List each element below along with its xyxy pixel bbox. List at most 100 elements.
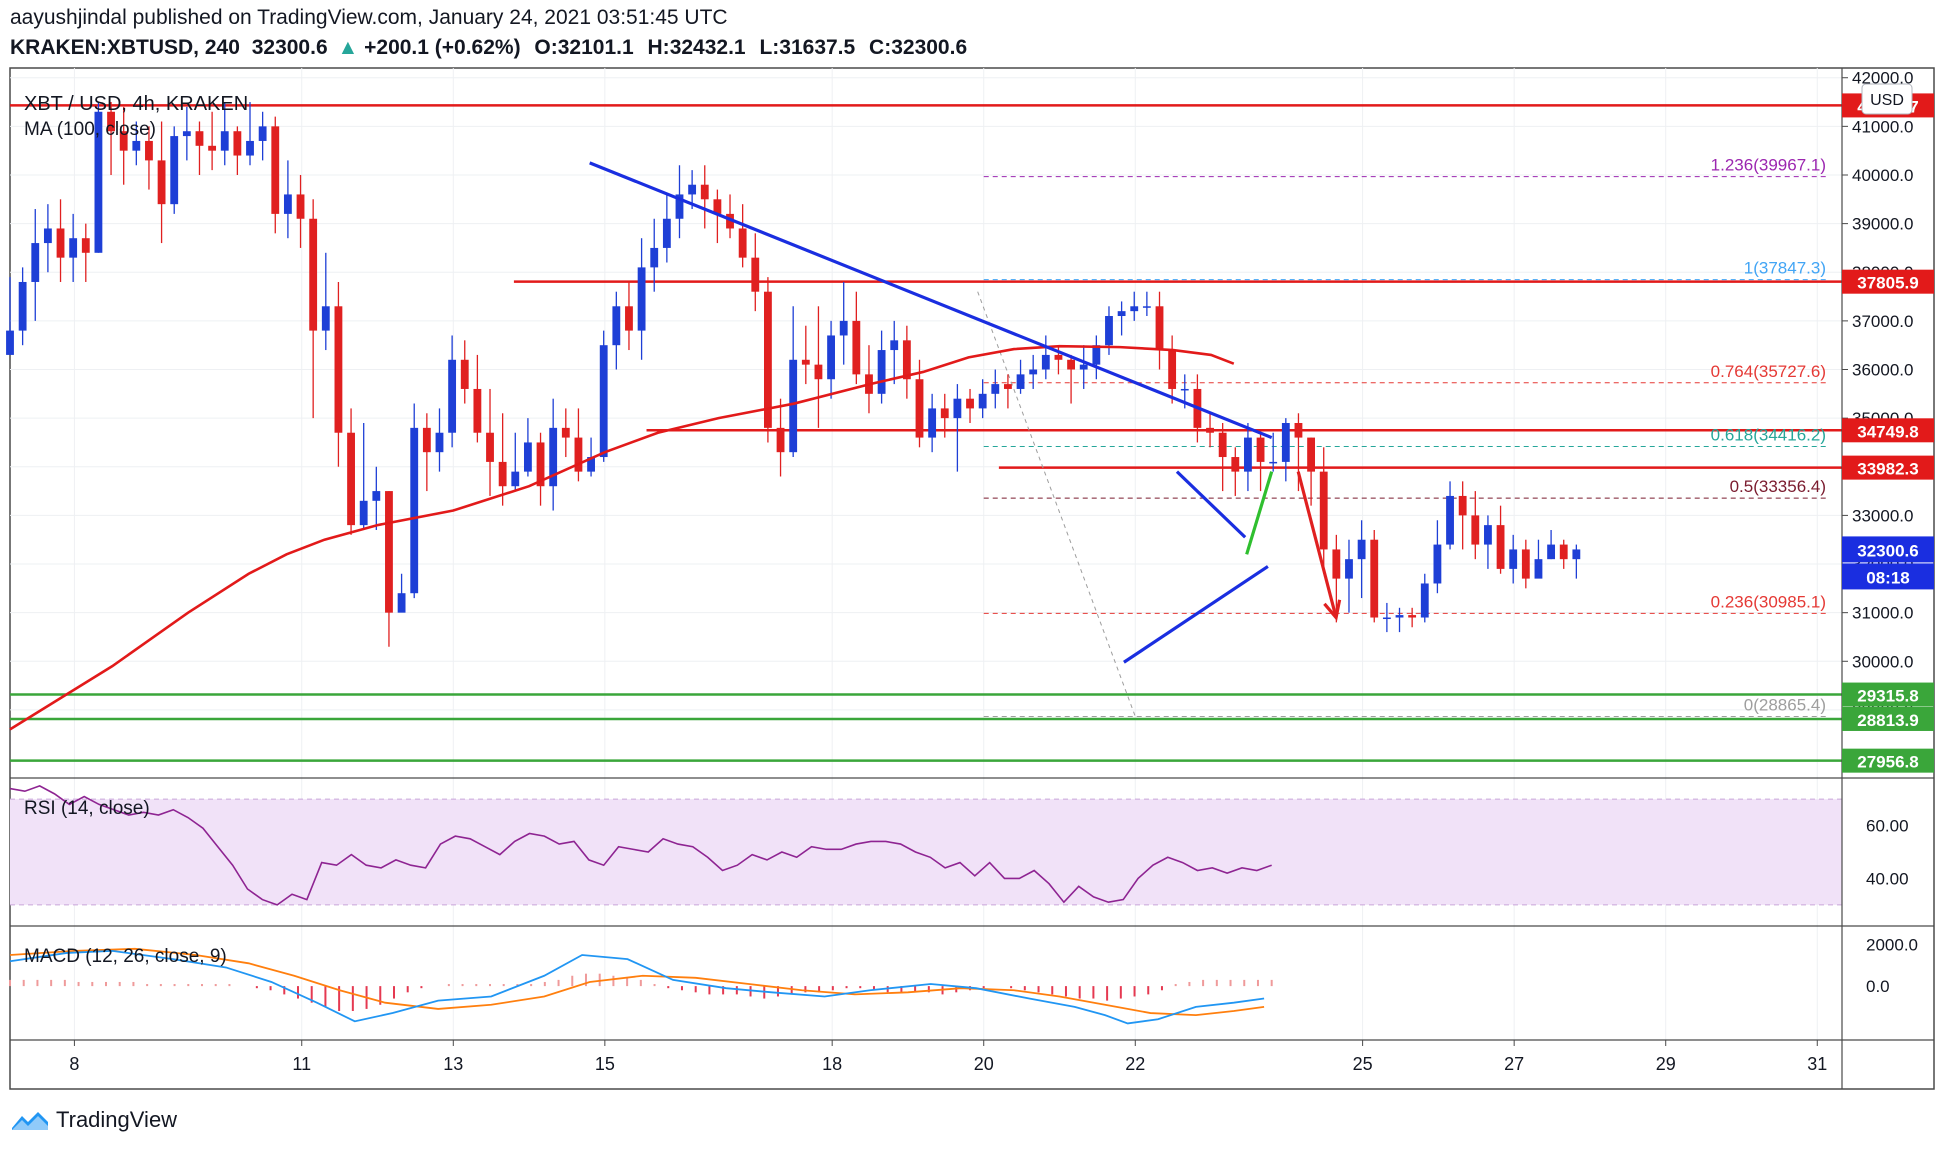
macd-indicator-label: MACD (12, 26, close, 9) — [24, 946, 227, 967]
ma-indicator-label: MA (100, close) — [24, 119, 156, 140]
high-label: H: — [647, 36, 670, 59]
candle-down — [1168, 350, 1177, 389]
level-badge — [1842, 682, 1934, 707]
candle-up — [523, 442, 532, 472]
candle-down — [1294, 423, 1303, 438]
candle-down — [460, 359, 469, 389]
candle-down — [1496, 525, 1505, 569]
candle-down — [157, 160, 166, 205]
currency-label: USD — [1870, 92, 1904, 109]
candle-down — [902, 340, 911, 380]
candle-up — [246, 140, 254, 156]
candle-up — [991, 384, 1000, 394]
candle-up — [1446, 495, 1454, 545]
candle-down — [296, 194, 305, 219]
macd-signal-line — [9, 947, 1265, 1017]
level-label: 27956.8 — [1857, 753, 1918, 772]
candle-down — [1471, 515, 1480, 545]
candle-up — [1357, 539, 1366, 560]
candle-down — [1332, 549, 1341, 579]
level-label: 37805.9 — [1857, 274, 1918, 293]
candle-up — [549, 427, 558, 487]
candle-down — [738, 228, 747, 258]
candle-up — [220, 131, 229, 151]
candle-up — [1420, 583, 1429, 618]
candle-down — [1231, 457, 1240, 472]
candle-up — [789, 359, 798, 453]
candle-up — [94, 111, 103, 253]
candle-down — [852, 320, 861, 375]
level-label: 28813.9 — [1857, 711, 1918, 730]
candle-up — [170, 136, 179, 205]
rsi-indicator-label: RSI (14, close) — [24, 798, 150, 819]
trendline — [1123, 565, 1269, 664]
fib-level-label: 0.618(34416.2) — [1711, 426, 1826, 445]
y-tick-label: 37000.0 — [1852, 312, 1913, 331]
y-tick-label: 36000.0 — [1852, 361, 1913, 380]
level-badge — [1842, 455, 1934, 480]
candle-up — [258, 126, 267, 141]
fib-level-label: 0(28865.4) — [1744, 695, 1826, 714]
candle-down — [195, 131, 204, 146]
y-tick-label: 39000.0 — [1852, 215, 1913, 234]
fib-level-label: 1(37847.3) — [1744, 259, 1826, 278]
tradingview-logo-icon — [12, 1112, 48, 1130]
candle-down — [486, 432, 494, 462]
candle-up — [890, 340, 899, 351]
symbol-label[interactable]: KRAKEN:XBTUSD, 240 — [10, 36, 240, 59]
candle-up — [435, 432, 444, 453]
candle-up — [599, 345, 608, 458]
last-price-label: 32300.6 — [1857, 541, 1918, 560]
candle-down — [1218, 432, 1227, 458]
candle-up — [397, 593, 406, 613]
macd-tick-label: 2000.0 — [1866, 936, 1918, 955]
candle-up — [43, 228, 52, 244]
candle-up — [511, 471, 520, 487]
x-tick-label: 25 — [1353, 1054, 1373, 1074]
tradingview-footer[interactable]: TradingView — [10, 1107, 177, 1133]
chart-frame — [9, 67, 1935, 1090]
candle-up — [1092, 345, 1101, 365]
candle-down — [1067, 359, 1075, 370]
y-tick-label: 33000.0 — [1852, 506, 1913, 525]
candle-up — [69, 238, 78, 258]
currency-badge[interactable]: USD — [1861, 83, 1913, 115]
candle-up — [637, 267, 646, 331]
candle-up — [132, 140, 141, 151]
ma100-line — [9, 344, 1235, 731]
up-arrow-icon: ▲ — [337, 36, 359, 59]
open-label: O: — [534, 36, 558, 59]
rsi-band — [10, 799, 1842, 905]
candle-up — [1142, 306, 1151, 308]
candle-up — [675, 194, 684, 219]
candle-up — [1244, 437, 1252, 472]
candle-up — [1433, 544, 1442, 584]
candle-up — [688, 184, 697, 195]
candle-up — [839, 320, 848, 336]
candle-down — [271, 126, 280, 214]
candle-up — [1180, 388, 1189, 391]
low-value: 31637.5 — [779, 36, 856, 59]
candle-up — [1382, 617, 1391, 620]
candle-up — [1117, 311, 1126, 317]
candle-down — [751, 257, 760, 292]
candle-up — [1079, 364, 1088, 370]
candle-down — [966, 398, 974, 409]
y-tick-label: 41000.0 — [1852, 117, 1913, 136]
candle-up — [321, 306, 330, 331]
x-tick-label: 31 — [1807, 1054, 1827, 1074]
candle-down — [56, 228, 65, 258]
bearish-arrow-head — [1323, 599, 1342, 622]
macd-line — [9, 949, 1265, 1025]
trendline — [589, 161, 1273, 440]
candle-up — [359, 500, 368, 526]
candle-up — [372, 491, 381, 501]
candle-up — [978, 393, 987, 409]
rsi-tick-label: 60.00 — [1866, 817, 1909, 836]
candle-down — [233, 131, 242, 156]
candle-up — [1130, 306, 1139, 312]
candle-down — [1408, 615, 1417, 618]
candle-down — [940, 408, 949, 419]
candle-down — [763, 291, 772, 428]
